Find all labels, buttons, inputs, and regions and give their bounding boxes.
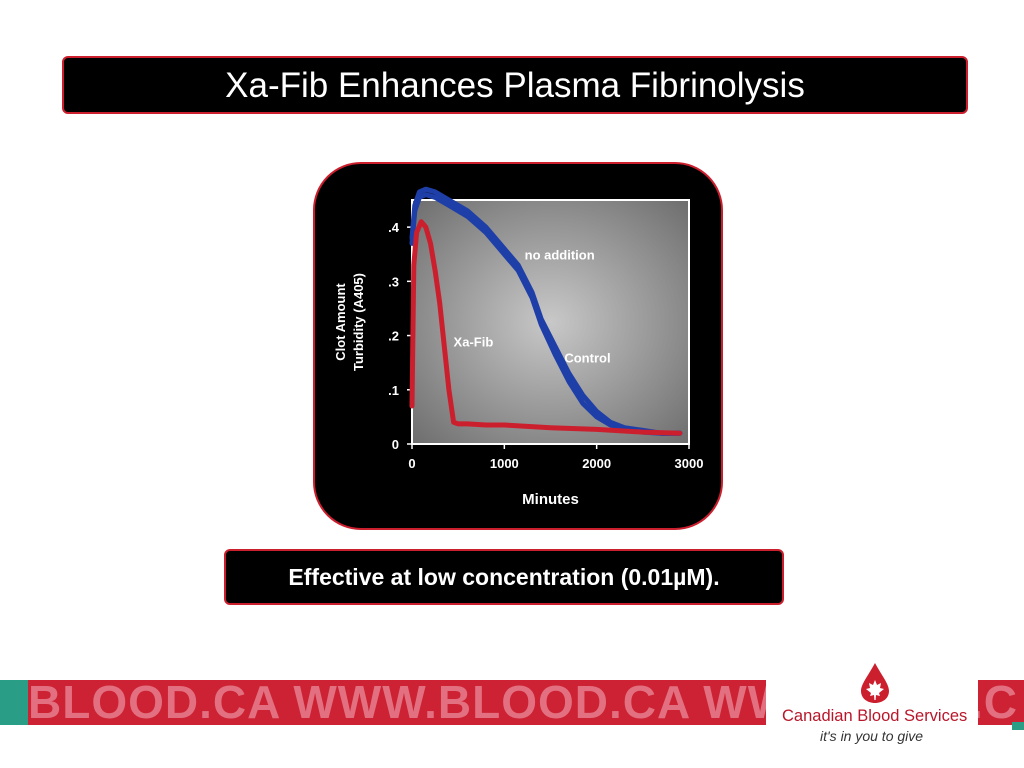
- caption-box: Effective at low concentration (0.01µM).: [224, 549, 784, 605]
- y-axis-label-line1: Clot Amount: [333, 283, 348, 361]
- footer-url-strip-right: .C: [978, 680, 1024, 725]
- logo-tagline: it's in you to give: [820, 728, 924, 744]
- blood-drop-maple-leaf-icon: [861, 663, 889, 703]
- logo-name: Canadian Blood Services: [782, 707, 968, 725]
- footer-teal-right: [1012, 722, 1024, 730]
- x-axis-label: Minutes: [522, 491, 579, 508]
- x-tick-label-3: 3000: [675, 456, 704, 471]
- annotation-1: Xa-Fib: [454, 334, 494, 349]
- footer-teal-left: [0, 680, 28, 725]
- y-axis-label-line2: Turbidity (A405): [351, 273, 366, 371]
- caption-text: Effective at low concentration (0.01µM).: [288, 564, 720, 590]
- footer-url-text-right: .C: [978, 680, 1018, 725]
- y-tick-label-2: .2: [388, 329, 399, 344]
- series-line-1: [409, 192, 683, 436]
- footer-url-text: BLOOD.CA WWW.BLOOD.CA WWW: [28, 680, 766, 725]
- slide-title: Xa-Fib Enhances Plasma Fibrinolysis: [225, 66, 805, 105]
- x-tick-label-2: 2000: [582, 456, 611, 471]
- chart-panel: 0 .1 .2 .3 .4 0 1000 2000 3000 Minutes Clot Amount…: [313, 162, 723, 530]
- annotation-0: no addition: [525, 248, 595, 263]
- footer-url-strip: BLOOD.CA WWW.BLOOD.CA WWW: [28, 680, 766, 725]
- chart-svg: 0 .1 .2 .3 .4 0 1000 2000 3000 Minutes Clot Amount…: [333, 186, 704, 508]
- series-line-2: [409, 219, 683, 436]
- footer-band: BLOOD.CA WWW.BLOOD.CA WWW .C: [0, 680, 1024, 730]
- annotation-2: Control: [564, 351, 610, 366]
- x-tick-label-0: 0: [408, 456, 415, 471]
- logo: Canadian Blood Services it's in you to g…: [780, 660, 970, 750]
- y-tick-label-4: .4: [388, 220, 400, 235]
- y-tick-label-1: .1: [388, 383, 399, 398]
- plot-area: [411, 199, 690, 445]
- title-box: Xa-Fib Enhances Plasma Fibrinolysis: [62, 56, 968, 114]
- x-tick-label-1: 1000: [490, 456, 519, 471]
- y-tick-label-0: 0: [392, 437, 399, 452]
- y-tick-label-3: .3: [388, 274, 399, 289]
